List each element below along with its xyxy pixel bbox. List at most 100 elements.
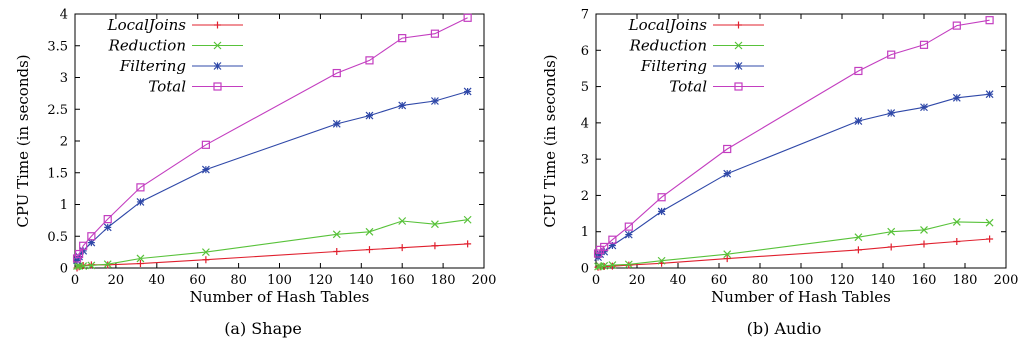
data-point <box>72 254 82 263</box>
legend-marker <box>734 62 743 70</box>
x-tick-label: 0 <box>71 273 79 288</box>
legend-marker <box>734 41 743 50</box>
legend-marker <box>213 41 222 50</box>
data-point <box>723 255 731 263</box>
data-point <box>920 103 928 112</box>
data-point <box>600 242 609 252</box>
data-point <box>953 238 961 246</box>
y-tick-label: 6 <box>581 44 589 59</box>
x-tick-label: 80 <box>752 273 769 288</box>
data-point <box>202 256 210 264</box>
data-point <box>887 50 896 59</box>
data-point <box>398 34 407 43</box>
x-tick-label: 60 <box>711 273 728 288</box>
data-point <box>657 207 666 216</box>
series-line <box>597 19 990 254</box>
data-point <box>854 66 863 76</box>
legend: LocalJoins Reduction Filtering Total <box>107 16 243 96</box>
data-point <box>136 254 145 263</box>
legend-label: Total <box>669 78 707 96</box>
x-tick-label: 180 <box>953 273 978 288</box>
y-axis-label: CPU Time (in seconds) <box>541 54 559 227</box>
data-point <box>74 249 84 259</box>
data-point <box>854 233 863 242</box>
x-tick-label: 140 <box>349 273 374 288</box>
legend-label: Reduction <box>629 37 707 55</box>
series-line <box>597 93 990 258</box>
data-point <box>430 220 439 229</box>
series-filtering <box>594 90 994 262</box>
series-total <box>593 16 994 258</box>
data-point <box>103 260 112 269</box>
data-point <box>608 235 617 244</box>
x-tick-label: 20 <box>629 273 646 288</box>
y-tick-label: 0 <box>60 262 68 277</box>
data-point <box>463 87 472 96</box>
data-point <box>136 260 144 268</box>
data-point <box>600 247 609 256</box>
legend-label: Filtering <box>640 57 707 75</box>
x-tick-label: 120 <box>830 273 855 288</box>
series-line <box>76 17 468 259</box>
x-tick-label: 100 <box>789 273 814 288</box>
data-point <box>201 248 210 257</box>
data-point <box>87 232 96 241</box>
y-tick-label: 3 <box>60 71 68 86</box>
data-point <box>365 227 374 236</box>
data-point <box>952 217 961 226</box>
x-tick-label: 80 <box>230 273 247 288</box>
data-point <box>430 29 440 38</box>
x-tick-label: 160 <box>912 273 937 288</box>
data-point <box>136 198 145 206</box>
data-point <box>887 109 896 117</box>
data-point <box>201 165 210 174</box>
legend-marker <box>214 21 221 29</box>
data-point <box>332 119 341 128</box>
data-point <box>887 243 895 251</box>
y-tick-label: 0.5 <box>47 230 68 245</box>
y-tick-label: 1.5 <box>47 166 68 181</box>
legend-marker <box>735 21 742 29</box>
x-tick-label: 160 <box>390 273 415 288</box>
y-tick-label: 1 <box>581 225 589 240</box>
legend-marker <box>213 82 222 91</box>
data-point <box>365 111 374 120</box>
series-line <box>597 238 990 268</box>
series-line <box>76 243 468 269</box>
data-point <box>985 90 994 99</box>
data-point <box>365 56 374 65</box>
chart-panel-2: 0 20 40 60 80 100 120 140 160 180 200 0 1 2 3 4 5 6 7 Numbe… <box>541 8 1018 339</box>
data-point <box>87 238 96 247</box>
y-tick-label: 3.5 <box>47 39 68 54</box>
series-reduction <box>73 215 472 271</box>
data-point <box>985 218 994 227</box>
y-tick-label: 2 <box>581 189 589 204</box>
data-point <box>430 97 439 105</box>
data-point <box>333 247 341 255</box>
legend-label: Reduction <box>108 37 186 55</box>
y-tick-label: 5 <box>581 80 589 95</box>
legend-label: LocalJoins <box>107 16 187 34</box>
y-tick-label: 4 <box>581 116 589 131</box>
data-point <box>136 183 145 192</box>
data-point <box>75 252 84 261</box>
legend-label: Total <box>148 78 186 96</box>
x-axis-label: Number of Hash Tables <box>190 288 370 306</box>
series-total <box>72 13 472 263</box>
legend-marker <box>734 82 743 91</box>
x-tick-label: 200 <box>472 273 497 288</box>
data-point <box>332 230 341 239</box>
data-point <box>624 260 633 269</box>
data-point <box>608 262 616 270</box>
data-point <box>608 261 617 270</box>
legend-label: Filtering <box>119 57 186 75</box>
data-point <box>398 244 406 252</box>
data-point <box>73 256 81 265</box>
x-tick-label: 180 <box>431 273 456 288</box>
data-point <box>657 193 666 202</box>
y-tick-label: 3 <box>581 153 589 168</box>
y-tick-label: 7 <box>581 8 589 23</box>
data-point <box>920 225 928 234</box>
data-point <box>624 222 633 231</box>
